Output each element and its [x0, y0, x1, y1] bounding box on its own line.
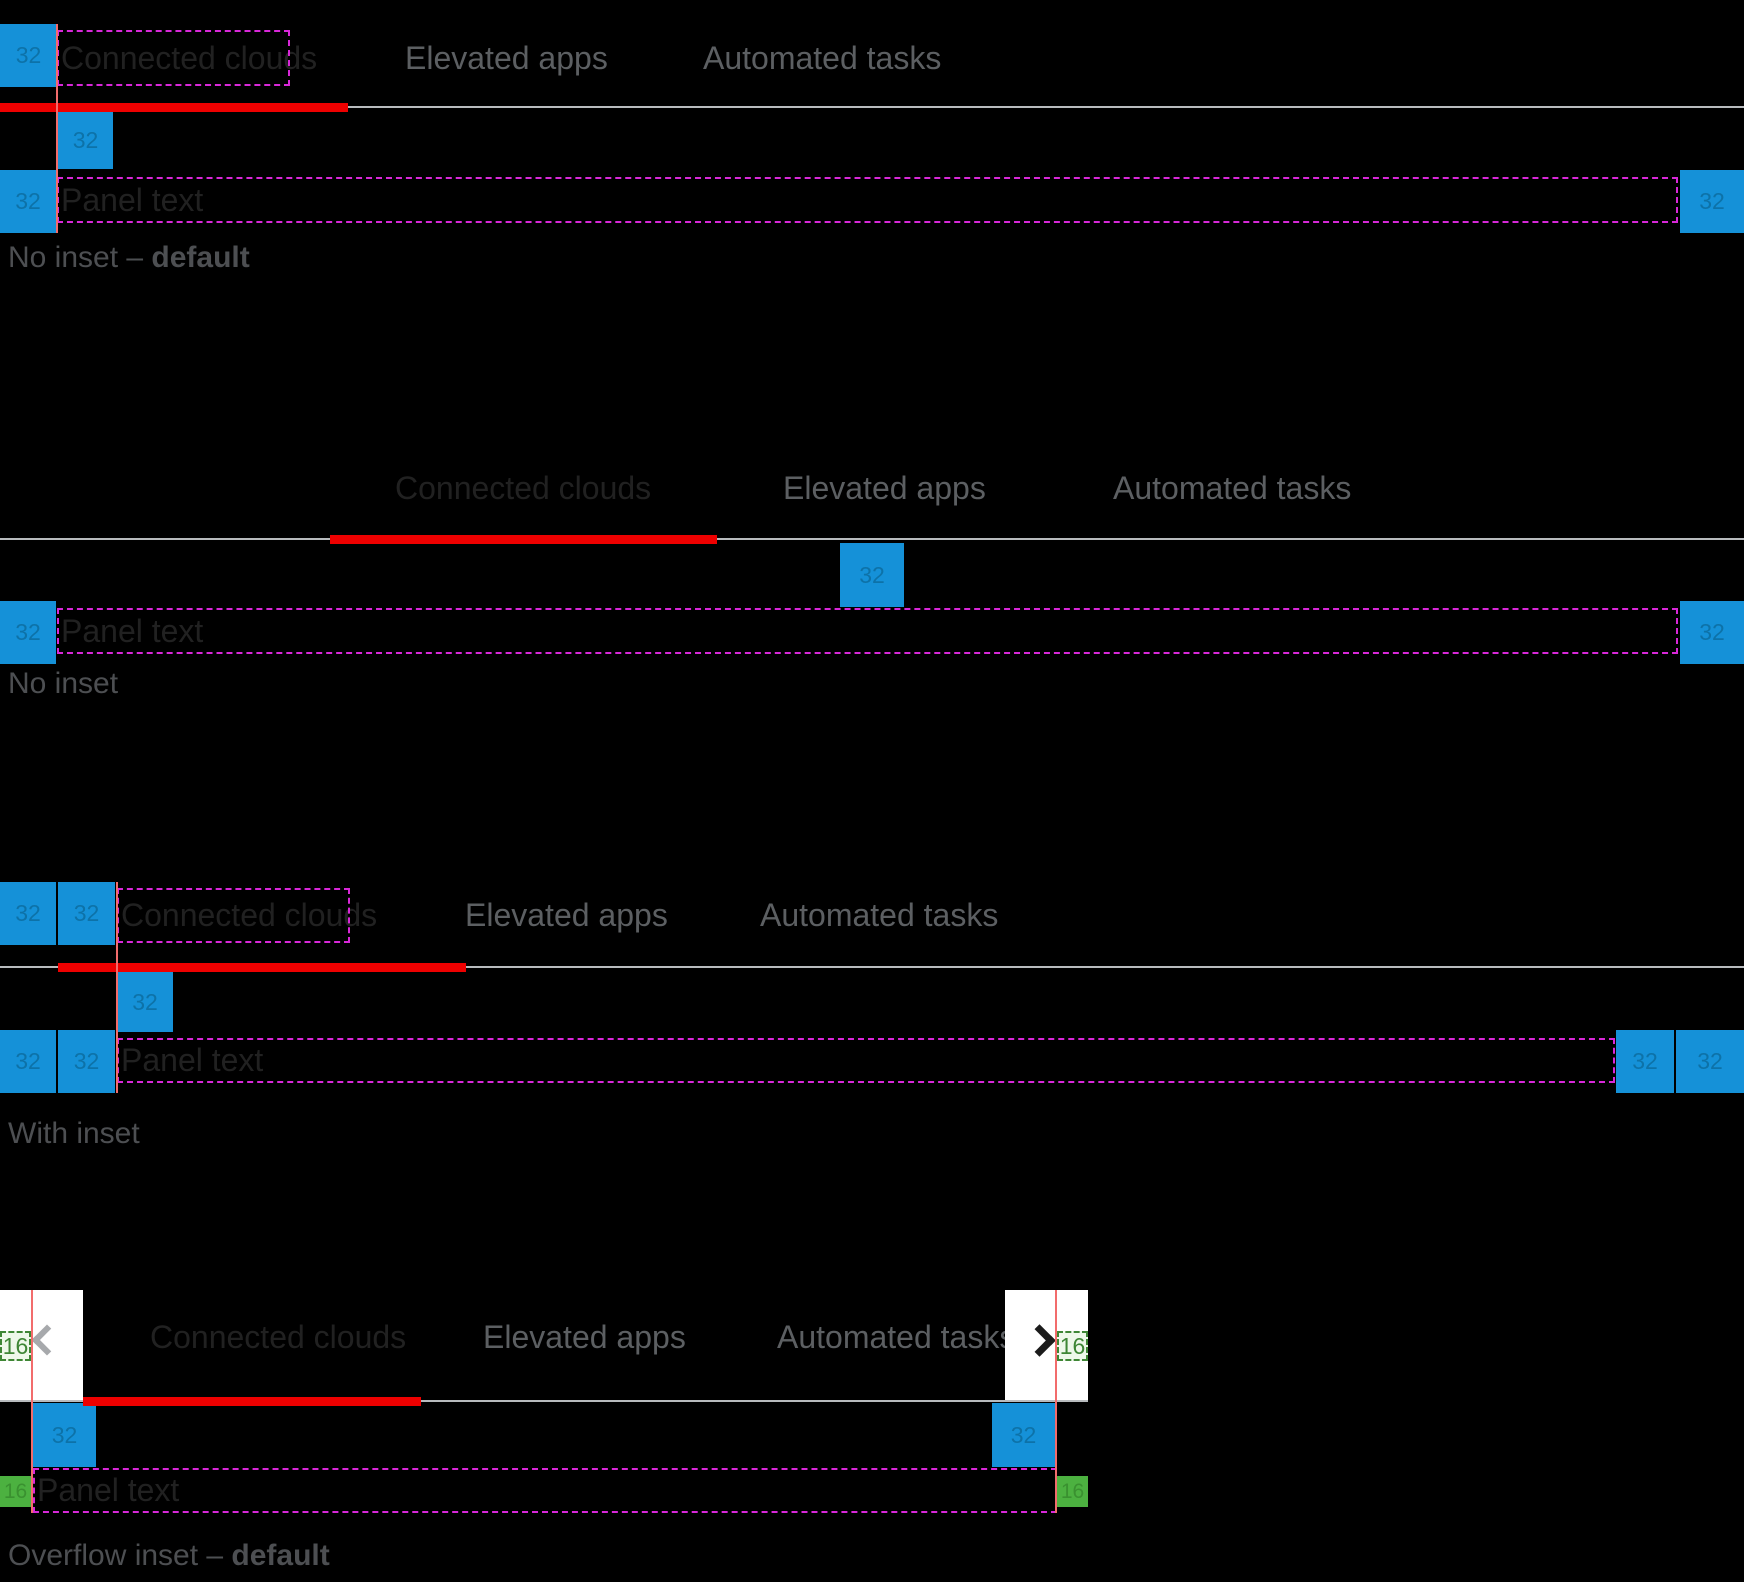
spacer-32: 32 [1680, 601, 1744, 664]
tabs-border [0, 106, 1744, 108]
spacer-16-box: 16 [1057, 1331, 1088, 1361]
alignment-guide-line [31, 1290, 33, 1513]
section-caption: No inset – default [8, 240, 250, 276]
panel-text: Panel text [37, 1472, 180, 1508]
tab-elevated-apps[interactable]: Elevated apps [783, 470, 986, 506]
tab-automated-tasks[interactable]: Automated tasks [1113, 470, 1352, 506]
spacer-16: 16 [0, 1476, 31, 1507]
alignment-guide-line [116, 882, 118, 1093]
spacer-16-box: 16 [0, 1331, 31, 1361]
panel-text-outline [117, 1038, 1615, 1083]
tab-connected-clouds[interactable]: Connected clouds [395, 470, 652, 506]
section-caption: Overflow inset – default [8, 1538, 330, 1574]
spacer-32: 32 [840, 543, 904, 607]
active-tab-indicator [83, 1397, 421, 1406]
spacer-32: 32 [33, 1403, 96, 1467]
spacer-32: 32 [0, 24, 57, 87]
panel-text-outline [33, 1468, 1057, 1513]
spacer-32: 32 [1676, 1030, 1744, 1093]
caption-bold-text: default [151, 241, 250, 274]
tab-label-outline [117, 888, 350, 943]
tab-elevated-apps[interactable]: Elevated apps [405, 40, 608, 76]
tabs-border [0, 1400, 1088, 1402]
section-caption: No inset [8, 666, 118, 702]
tab-automated-tasks[interactable]: Automated tasks [760, 897, 999, 933]
tabs-border [0, 538, 1744, 540]
caption-text: No inset – [8, 241, 152, 274]
tab-connected-clouds[interactable]: Connected clouds [61, 40, 318, 76]
panel-text-outline [57, 177, 1678, 223]
spacer-32: 32 [117, 972, 173, 1032]
panel-text: Panel text [121, 1042, 264, 1078]
caption-text: No inset [8, 667, 119, 700]
spacer-32: 32 [58, 882, 115, 945]
caption-bold-text: default [231, 1539, 330, 1572]
tab-elevated-apps[interactable]: Elevated apps [465, 897, 668, 933]
tab-automated-tasks[interactable]: Automated tasks [703, 40, 942, 76]
tab-elevated-apps[interactable]: Elevated apps [483, 1319, 686, 1355]
spacer-16: 16 [1057, 1476, 1088, 1507]
spacer-32: 32 [1680, 170, 1744, 233]
tab-automated-tasks[interactable]: Automated tasks [777, 1319, 1016, 1355]
caption-text: With inset [8, 1117, 140, 1150]
spacer-32: 32 [0, 601, 56, 664]
tab-connected-clouds[interactable]: Connected clouds [150, 1319, 407, 1355]
tabs-border [0, 966, 1744, 968]
spacer-32: 32 [58, 1030, 115, 1093]
active-tab-indicator [330, 535, 717, 544]
active-tab-indicator [0, 103, 348, 112]
panel-text: Panel text [61, 182, 204, 218]
panel-text: Panel text [61, 613, 204, 649]
spacer-32: 32 [0, 1030, 56, 1093]
spacer-32: 32 [0, 170, 56, 233]
spacer-32: 32 [58, 112, 113, 169]
tab-connected-clouds[interactable]: Connected clouds [121, 897, 378, 933]
panel-text-outline [57, 608, 1678, 654]
tab-label-outline [57, 30, 290, 86]
spacer-32: 32 [992, 1403, 1055, 1467]
alignment-guide-line [56, 24, 58, 233]
spacer-32: 32 [1616, 1030, 1674, 1093]
spacer-32: 32 [0, 882, 56, 945]
section-caption: With inset [8, 1116, 140, 1152]
caption-text: Overflow inset – [8, 1539, 232, 1572]
alignment-guide-line [1055, 1290, 1057, 1513]
active-tab-indicator [58, 963, 466, 972]
